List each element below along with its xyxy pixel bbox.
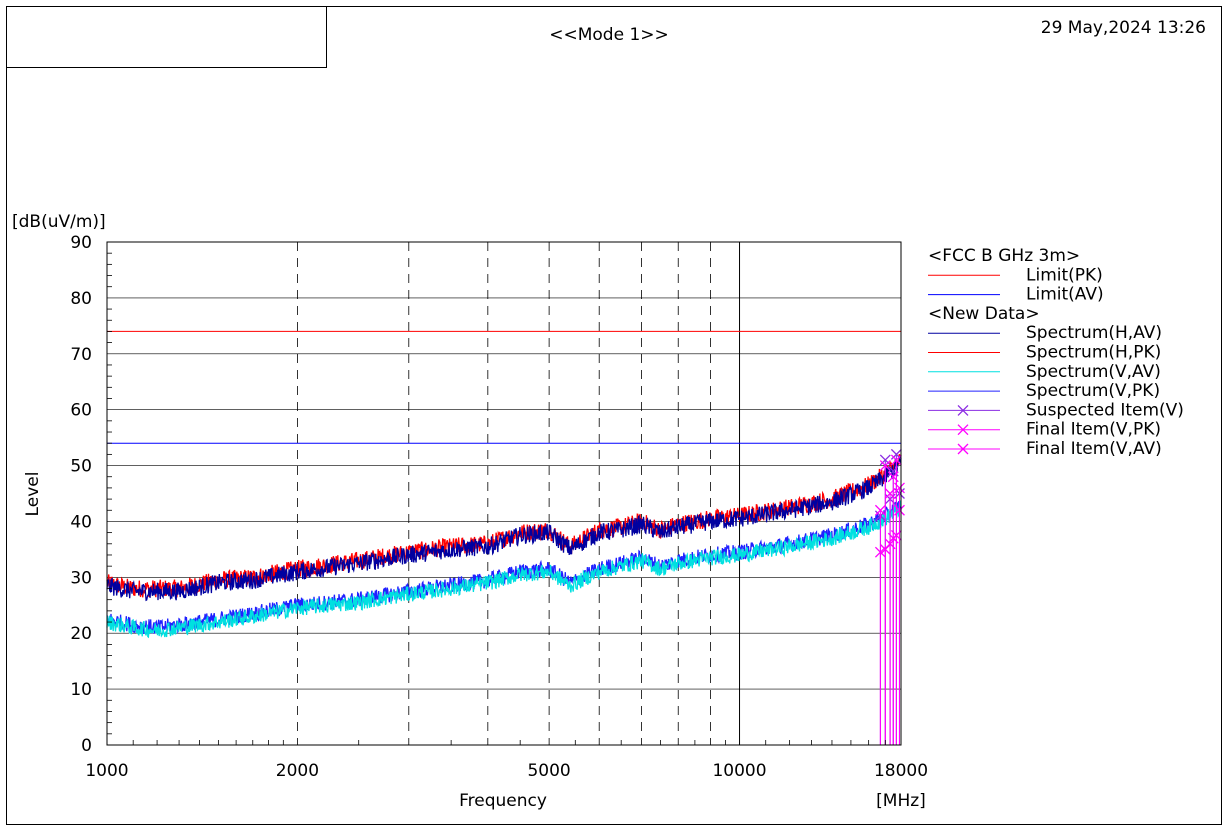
legend-header: <New Data> bbox=[928, 304, 1040, 324]
item-marker-x bbox=[874, 546, 886, 558]
item-marker-x bbox=[894, 482, 905, 494]
grid: 0 10 20 30 40 50 60 70 80 90 1000 2000 5000 10000 1800… bbox=[70, 233, 928, 781]
limit-lines bbox=[107, 330, 901, 444]
y-tick-label: 0 bbox=[81, 736, 92, 756]
y-tick-label: 20 bbox=[70, 624, 92, 644]
x-axis-label: Frequency bbox=[459, 791, 547, 811]
y-tick-label: 80 bbox=[70, 289, 92, 309]
legend-entry: Spectrum(V,PK) bbox=[1026, 381, 1160, 401]
spectrum-series-line bbox=[106, 500, 902, 639]
item-marker-x bbox=[890, 454, 902, 466]
x-tick-label: 2000 bbox=[276, 761, 319, 781]
legend-marker-x bbox=[957, 424, 969, 436]
x-tick-label: 5000 bbox=[527, 761, 570, 781]
title-box bbox=[6, 6, 327, 68]
legend-entry: Final Item(V,AV) bbox=[1026, 439, 1162, 459]
y-tick-label: 40 bbox=[70, 512, 92, 532]
mode-title: <<Mode 1>> bbox=[549, 25, 669, 45]
item-markers bbox=[874, 448, 905, 745]
legend-marker-x bbox=[957, 443, 969, 455]
y-unit-label: [dB(uV/m)] bbox=[12, 212, 106, 232]
y-axis-label: Level bbox=[23, 472, 43, 517]
legend-entry: Spectrum(H,AV) bbox=[1026, 323, 1162, 343]
y-tick-label: 10 bbox=[70, 680, 92, 700]
legend-entry: Limit(AV) bbox=[1026, 285, 1104, 305]
legend-entry: Spectrum(H,PK) bbox=[1026, 343, 1161, 363]
spectrum-series-line bbox=[106, 500, 902, 635]
legend-marker-x bbox=[957, 404, 969, 416]
y-tick-label: 30 bbox=[70, 568, 92, 588]
legend-entry: Suspected Item(V) bbox=[1026, 400, 1184, 420]
outer-border bbox=[6, 6, 1222, 825]
item-marker-x bbox=[879, 454, 891, 466]
x-tick-label: 18000 bbox=[874, 761, 928, 781]
item-marker-x bbox=[894, 504, 905, 516]
spectrum-series-line bbox=[106, 456, 902, 602]
y-tick-label: 60 bbox=[70, 401, 92, 421]
x-tick-label: 1000 bbox=[85, 761, 128, 781]
spectrum-series bbox=[106, 453, 902, 639]
legend-entry: Spectrum(V,AV) bbox=[1026, 362, 1161, 382]
spectrum-series-line bbox=[106, 453, 902, 598]
y-tick-label: 70 bbox=[70, 345, 92, 365]
legend-entry: Limit(PK) bbox=[1026, 265, 1103, 285]
y-tick-label: 50 bbox=[70, 457, 92, 477]
legend: <FCC B GHz 3m>Limit(PK)Limit(AV)<New Dat… bbox=[928, 246, 1184, 459]
item-marker-x bbox=[890, 448, 902, 460]
legend-entry: Final Item(V,PK) bbox=[1026, 420, 1161, 440]
x-tick-label: 10000 bbox=[712, 761, 766, 781]
axis-ticks bbox=[107, 252, 886, 745]
y-tick-label: 90 bbox=[70, 233, 92, 253]
x-unit-label: [MHz] bbox=[876, 791, 926, 811]
report-datetime: 29 May,2024 13:26 bbox=[1041, 18, 1206, 38]
legend-header: <FCC B GHz 3m> bbox=[928, 246, 1080, 266]
item-marker-x bbox=[879, 460, 891, 472]
plot-area-border bbox=[106, 241, 902, 746]
item-marker-x bbox=[874, 504, 886, 516]
